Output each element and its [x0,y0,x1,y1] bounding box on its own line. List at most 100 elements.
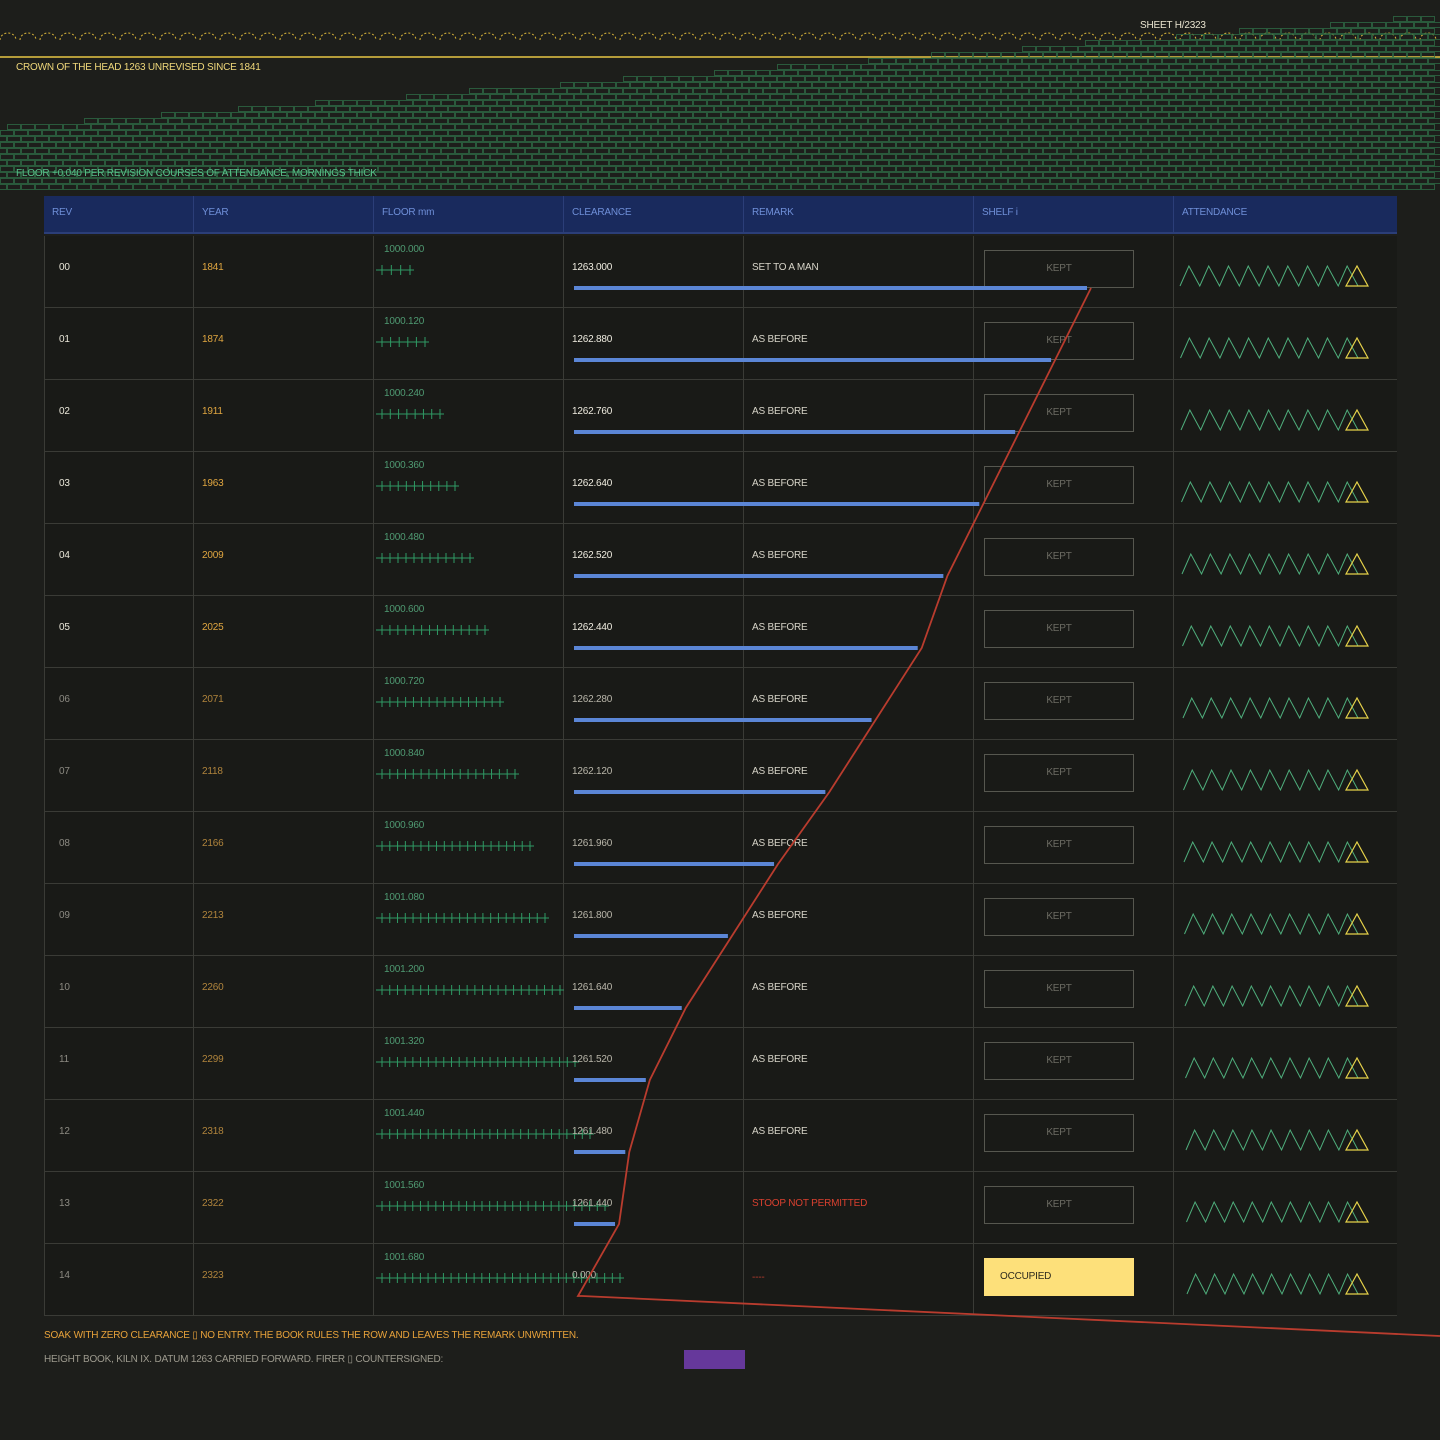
rev-value: 08 [59,838,70,849]
floor-value: 1000.240 [384,388,425,399]
floor-cell: 1001.200 [374,956,564,1028]
remark-value: AS BEFORE [752,550,808,561]
column-header-floor: FLOOR mm [374,196,564,232]
shelf-slot[interactable]: KEPT [984,538,1134,576]
shelf-cell: OCCUPIED [974,1244,1174,1316]
crown-note: CROWN OF THE HEAD 1263 UNREVISED SINCE 1… [16,62,261,73]
year-value: 1841 [202,262,224,273]
column-header-year: YEAR [194,196,374,232]
shelf-slot[interactable]: KEPT [984,970,1134,1008]
attendance-sawtooth [1183,768,1370,792]
shelf-slot[interactable]: KEPT [984,394,1134,432]
floor-cell: 1000.960 [374,812,564,884]
attendance-cell [1174,1244,1397,1316]
year-value: 1874 [202,334,224,345]
floor-value: 1000.120 [384,316,425,327]
clearance-value: 1261.520 [572,1054,613,1065]
floor-course-ticks [376,769,519,779]
attendance-sawtooth [1179,264,1370,288]
attendance-sawtooth [1181,552,1370,576]
table-row: 05 2025 1000.600 1262.440 AS BEFORE KEPT [44,596,1397,668]
floor-cell: 1001.320 [374,1028,579,1100]
attendance-sawtooth [1186,1272,1370,1296]
rev-cell: 14 [44,1244,194,1316]
attendance-cell [1174,956,1397,1028]
remark-cell: AS BEFORE [744,1100,974,1172]
year-cell: 2166 [194,812,374,884]
floor-value: 1001.080 [384,892,425,903]
year-value: 1963 [202,478,224,489]
attendance-sawtooth [1183,840,1370,864]
clearance-value: 1262.280 [572,694,613,705]
table-row: 12 2318 1001.440 1261.480 AS BEFORE KEPT [44,1100,1397,1172]
attendance-cell [1174,1028,1397,1100]
year-cell: 2322 [194,1172,374,1244]
floor-course-ticks [376,625,489,635]
floor-cell: 1000.120 [374,308,564,380]
shelf-slot[interactable]: KEPT [984,322,1134,360]
rev-value: 06 [59,694,70,705]
shelf-cell: KEPT [974,380,1174,452]
rev-value: 11 [59,1054,69,1065]
attendance-sawtooth [1184,912,1370,936]
table-row: 13 2322 1001.560 1261.440 STOOP NOT PERM… [44,1172,1397,1244]
floor-cell: 1000.480 [374,524,564,596]
shelf-slot[interactable]: KEPT [984,898,1134,936]
shelf-slot[interactable]: KEPT [984,682,1134,720]
remark-value: AS BEFORE [752,766,808,777]
shelf-cell: KEPT [974,884,1174,956]
shelf-slot[interactable]: KEPT [984,466,1134,504]
shelf-slot[interactable]: KEPT [984,1186,1134,1224]
year-value: 2071 [202,694,224,705]
remark-cell: AS BEFORE [744,956,974,1028]
floor-course-ticks [376,337,429,347]
remark-cell: ---- [744,1244,974,1316]
clearance-value: 1263.000 [572,262,613,273]
year-cell: 2318 [194,1100,374,1172]
rev-value: 07 [59,766,70,777]
floor-course-ticks [376,481,459,491]
rev-cell: 00 [44,236,194,308]
shelf-slot[interactable]: KEPT [984,610,1134,648]
attendance-sawtooth [1182,696,1370,720]
floor-cell: 1000.720 [374,668,564,740]
table-row: 09 2213 1001.080 1261.800 AS BEFORE KEPT [44,884,1397,956]
clearance-cell: 1261.440 [564,1172,744,1244]
countersign-field[interactable] [684,1350,745,1369]
table-row: 11 2299 1001.320 1261.520 AS BEFORE KEPT [44,1028,1397,1100]
shelf-slot[interactable]: OCCUPIED [984,1258,1134,1296]
remark-value: AS BEFORE [752,406,808,417]
table-row: 01 1874 1000.120 1262.880 AS BEFORE KEPT [44,308,1397,380]
floor-course-ticks [376,1057,579,1067]
rev-cell: 10 [44,956,194,1028]
remark-cell: STOOP NOT PERMITTED [744,1172,974,1244]
shelf-slot[interactable]: KEPT [984,826,1134,864]
clearance-value: 1262.880 [572,334,613,345]
rev-cell: 08 [44,812,194,884]
column-header-attendance: ATTENDANCE [1182,207,1248,218]
floor-value: 1000.480 [384,532,425,543]
sheet-number: SHEET H/2323 [1140,20,1206,31]
shelf-slot[interactable]: KEPT [984,1114,1134,1152]
attendance-cell [1174,452,1397,524]
remark-value: AS BEFORE [752,1126,808,1137]
shelf-slot[interactable]: KEPT [984,754,1134,792]
floor-value: 1000.720 [384,676,425,687]
shelf-cell: KEPT [974,740,1174,812]
remark-value: STOOP NOT PERMITTED [752,1198,868,1209]
rev-value: 12 [59,1126,70,1137]
attendance-cell [1174,380,1397,452]
remark-cell: AS BEFORE [744,308,974,380]
remark-cell: AS BEFORE [744,452,974,524]
shelf-slot[interactable]: KEPT [984,1042,1134,1080]
clearance-value: 1261.640 [572,982,613,993]
shelf-slot[interactable]: KEPT [984,250,1134,288]
floor-note: FLOOR +0.040 PER REVISION COURSES OF ATT… [16,168,377,179]
shelf-cell: KEPT [974,1028,1174,1100]
attendance-sawtooth [1185,1056,1370,1080]
attendance-sawtooth [1185,1128,1370,1152]
rev-cell: 04 [44,524,194,596]
attendance-cell [1174,596,1397,668]
rev-cell: 01 [44,308,194,380]
shelf-cell: KEPT [974,452,1174,524]
